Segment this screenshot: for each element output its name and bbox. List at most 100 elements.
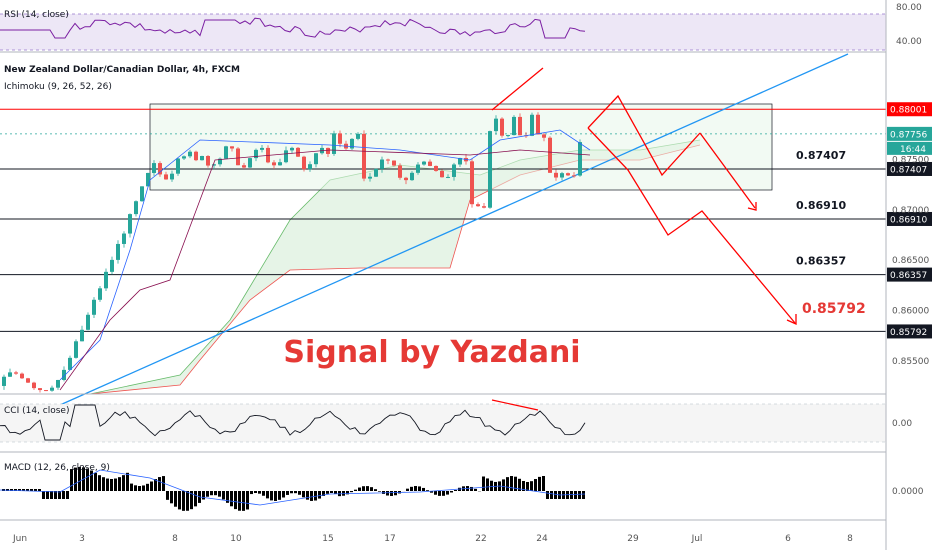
candle-body [200,156,204,160]
macd-bar [66,491,69,499]
macd-bar [278,491,281,500]
macd-bar [182,491,185,511]
macd-bar [298,491,301,495]
candle-body [446,177,450,178]
candle-body [368,177,372,179]
candle-body [2,377,6,386]
candle-body [542,134,546,137]
candle-body [566,173,570,175]
candle-body [104,272,108,288]
candle-body [302,157,306,170]
time-tick-label: 29 [627,534,639,544]
candle-body [206,156,210,166]
macd-bar [578,491,581,499]
candle-body [506,135,510,136]
macd-bar [194,491,197,506]
candle-body [578,142,582,175]
candle-body [536,115,540,135]
candle-body [380,160,384,169]
macd-bar [42,491,45,499]
candle-body [128,214,132,233]
macd-bar [434,491,437,495]
candle-body [26,378,30,382]
watermark-signal: Signal by Yazdani [283,335,580,370]
macd-bar [534,479,537,491]
candle-body [134,201,138,214]
macd-bar [158,477,161,491]
macd-bar [394,491,397,495]
macd-bar [266,491,269,498]
candle-body [14,372,18,373]
macd-bar [390,491,393,496]
candle-body [410,173,414,180]
macd-bar [210,491,213,495]
candle-body [500,119,504,136]
level-label: 0.86357 [796,255,846,268]
candle-body [440,171,444,177]
candle-body [8,372,12,376]
candle-body [290,148,294,151]
candle-body [398,166,402,178]
macd-bar [230,491,233,506]
macd-bar [582,491,585,499]
candle-body [494,119,498,131]
macd-tick-label: 0.0000 [892,487,924,497]
macd-bar [206,491,209,497]
macd-bar [146,484,149,491]
cci-tick-label: 0.00 [892,419,912,429]
macd-bar [302,491,305,497]
candle-body [236,148,240,165]
candle-body [248,158,252,167]
chart-title: New Zealand Dollar/Canadian Dollar, 4h, … [4,65,240,75]
macd-bar [258,491,261,494]
macd-bar [214,491,217,495]
macd-bar [358,488,361,491]
candle-body [98,288,102,299]
candle-body [530,115,534,136]
macd-bar [142,485,145,491]
target-price-label: 0.85792 [802,301,866,317]
macd-bar [242,491,245,511]
candle-body [272,162,276,165]
macd-bar [470,487,473,491]
candle-body [428,162,432,166]
price-tick-label: 0.87500 [892,156,929,166]
macd-bar [254,491,257,493]
candle-body [224,146,228,158]
macd-bar [414,486,417,491]
macd-bar [546,491,549,499]
candle-body [404,178,408,180]
rsi-label: RSI (14, close) [4,10,69,20]
time-tick-label: 24 [536,534,548,544]
price-tick-label: 0.86000 [892,307,929,317]
macd-bar [286,491,289,495]
candle-body [548,138,552,173]
candle-body [32,383,36,388]
macd-bar [570,491,573,499]
macd-bar [186,491,189,511]
macd-bar [50,491,53,499]
rsi-tick-label: 40.00 [896,37,922,47]
candle-body [488,131,492,208]
cci-band [0,404,886,442]
macd-bar [438,491,441,496]
macd-bar [442,491,445,496]
macd-bar [222,491,225,499]
candle-body [188,152,192,157]
consolidation-box [150,104,772,190]
level-tag-label: 0.86910 [890,215,927,225]
macd-bar [102,477,105,491]
candle-body [392,161,396,166]
candle-body [182,156,186,158]
candle-body [308,164,312,169]
macd-bar [574,491,577,499]
time-tick-label: Jul [691,534,703,544]
candle-body [554,173,558,178]
macd-bar [406,489,409,491]
macd-bar [362,486,365,491]
macd-bar [150,481,153,491]
macd-bar [110,479,113,491]
macd-bar [118,477,121,491]
price-tick-label: 0.86500 [892,256,929,266]
